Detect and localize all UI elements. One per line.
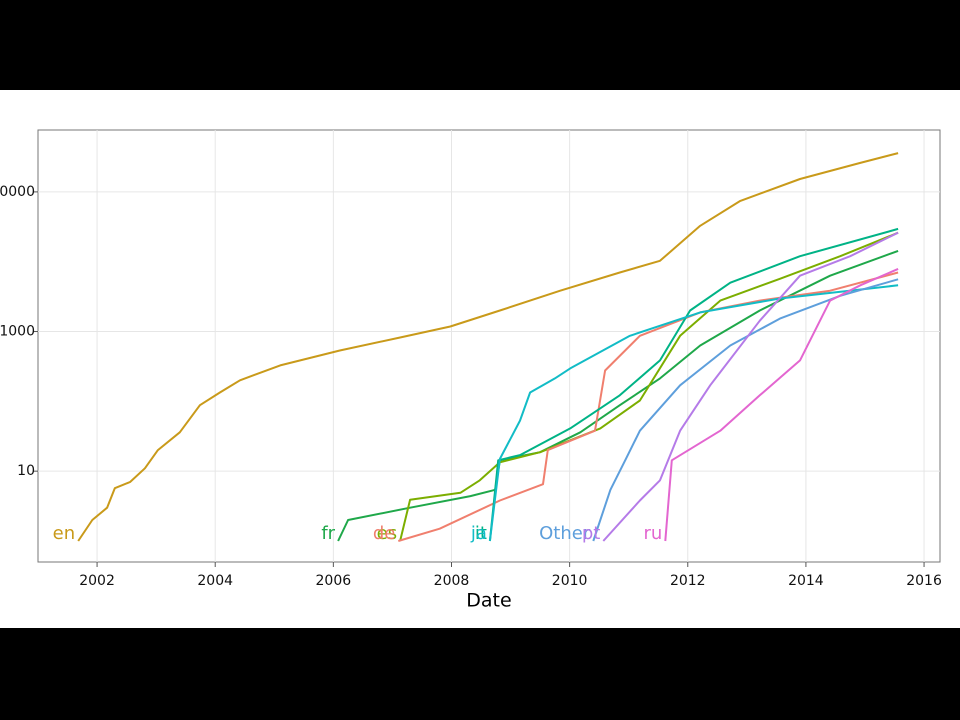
series-line [592,278,899,542]
y-tick-label: 10 [17,463,35,479]
x-tick-label: 2010 [552,573,588,589]
series-line [488,284,899,542]
plot-frame [37,129,941,563]
series-label: fr [321,523,335,544]
x-tick-label: 2006 [316,573,352,589]
x-tick-label: 2014 [788,573,824,589]
x-tick-label: 2008 [434,573,470,589]
series-line [77,152,899,542]
series-label: pt [582,523,600,544]
grid: 2002 2004 2006 2008 2010 2012 2014 2016 10 1000 10… [0,130,942,589]
x-tick-label: 2012 [670,573,706,589]
series-label: de [373,523,396,544]
series-line [664,267,899,542]
series-label: Other [539,523,591,544]
series-label: it [475,523,487,544]
x-tick-label: 2002 [79,573,115,589]
series-line [337,249,899,542]
x-axis-label: Date [466,590,511,612]
x-tick-label: 2004 [197,573,233,589]
x-tick-label: 2016 [906,573,942,589]
series-label: ja [470,523,487,544]
series-label: ru [644,523,663,544]
series-line [488,227,899,542]
series-label: es [377,523,397,544]
series-line [399,231,899,542]
y-tick-label: 1000 [0,324,35,340]
series-label: en [53,523,75,544]
series-line [602,231,899,542]
